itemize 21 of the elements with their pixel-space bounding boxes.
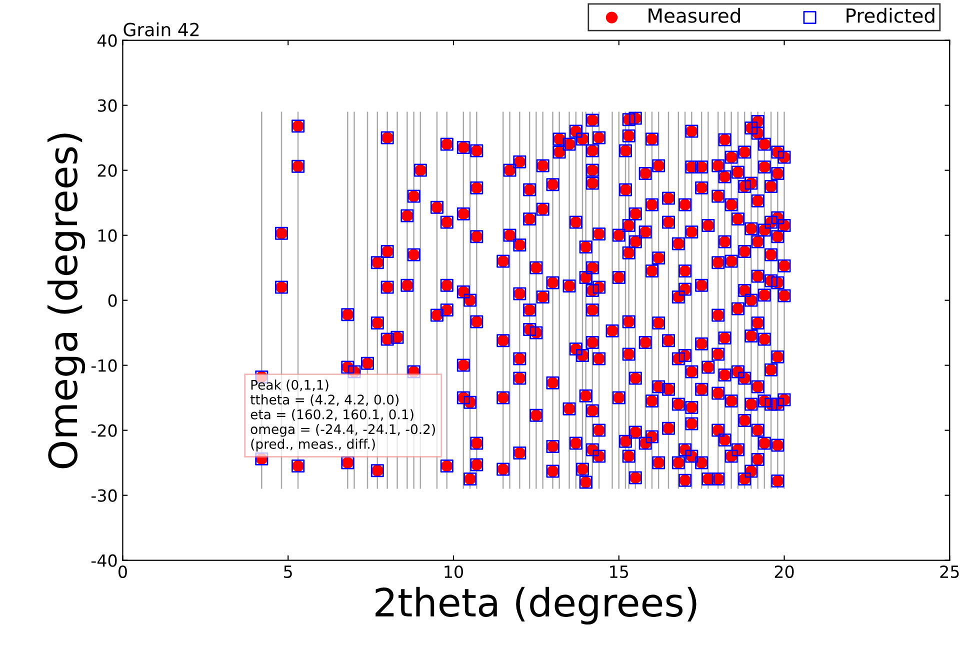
y-tick-label: -30 bbox=[91, 489, 117, 502]
x-tick-label: 15 bbox=[610, 566, 628, 578]
legend-label: Measured bbox=[648, 8, 740, 23]
legend-label: Predicted bbox=[846, 8, 934, 23]
y-tick-label: -40 bbox=[91, 554, 117, 567]
y-tick-label: -10 bbox=[91, 359, 117, 372]
x-tick-label: 10 bbox=[444, 565, 463, 578]
y-tick-label: 0 bbox=[108, 294, 117, 307]
annotation: Peak (0,1,1) ttheta = (4.2, 4.2, 0.0) eta = (160.2, 160.1, 0.1) omega = (-24.4, -24.1, -0.2) (pred., meas., diff.) bbox=[250, 380, 435, 452]
y-tick-label: 10 bbox=[98, 229, 117, 242]
y-tick-label: -20 bbox=[91, 424, 117, 437]
x-tick-label: 20 bbox=[774, 565, 794, 578]
y-tick-label: 40 bbox=[97, 34, 117, 47]
x-tick-label: 5 bbox=[284, 566, 292, 578]
x-tick-label: 25 bbox=[940, 565, 959, 578]
y-tick-label: 30 bbox=[98, 99, 117, 112]
x-tick-label: 0 bbox=[118, 565, 127, 578]
y-axis-title: Omega (degrees) bbox=[47, 134, 86, 468]
x-axis-title: 2theta (degrees) bbox=[376, 586, 696, 624]
chart-title: Grain 42 bbox=[124, 22, 199, 36]
y-tick-label: 20 bbox=[98, 164, 117, 177]
